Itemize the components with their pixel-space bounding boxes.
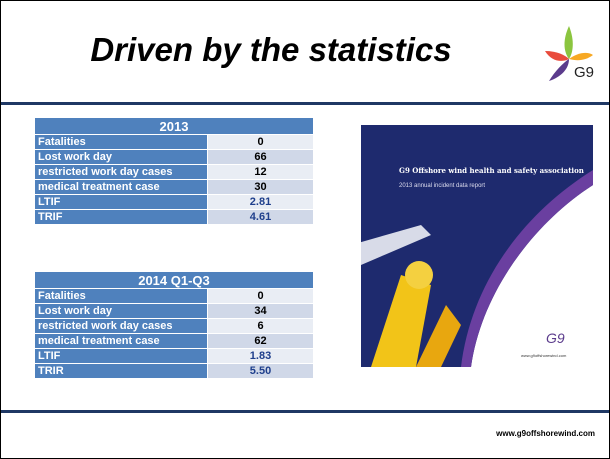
- row-value: 2.81: [208, 195, 314, 210]
- header-row: 2014 Q1-Q3: [35, 272, 314, 289]
- row-value: 30: [208, 180, 314, 195]
- svg-text:G9 Offshore wind health and sa: G9 Offshore wind health and safety assoc…: [399, 166, 584, 175]
- report-logo: G9: [546, 330, 565, 346]
- logo: G9: [541, 21, 601, 91]
- row-label: Fatalities: [35, 135, 208, 150]
- row-value: 34: [208, 304, 314, 319]
- report-url: www.g9offshorewind.com: [521, 353, 567, 358]
- row-label: medical treatment case: [35, 334, 208, 349]
- row-label: Lost work day: [35, 150, 208, 165]
- row-label: Lost work day: [35, 304, 208, 319]
- row-label: LTIF: [35, 349, 208, 364]
- row-value: 12: [208, 165, 314, 180]
- footer-rule: [1, 410, 609, 413]
- row-label: TRIF: [35, 210, 208, 225]
- row-label: TRIR: [35, 364, 208, 379]
- row-label: Fatalities: [35, 289, 208, 304]
- row-value: 5.50: [208, 364, 314, 379]
- header-rule: [1, 102, 609, 105]
- row-value: 4.61: [208, 210, 314, 225]
- slide-title: Driven by the statistics: [1, 31, 541, 69]
- row-label: LTIF: [35, 195, 208, 210]
- table-title: 2013: [35, 118, 314, 135]
- logo-text: G9: [574, 64, 594, 81]
- row-label: restricted work day cases: [35, 319, 208, 334]
- report-cover: G9 Offshore wind health and safety assoc…: [361, 125, 593, 367]
- row-label: medical treatment case: [35, 180, 208, 195]
- report-title: G9 Offshore wind health and safety assoc…: [399, 166, 584, 175]
- report-subtitle: 2013 annual incident data report: [399, 183, 485, 189]
- row-label: restricted work day cases: [35, 165, 208, 180]
- header-row: 2013: [35, 118, 314, 135]
- row-value: 6: [208, 319, 314, 334]
- row-value: 66: [208, 150, 314, 165]
- row-value: 1.83: [208, 349, 314, 364]
- row-value: 62: [208, 334, 314, 349]
- row-value: 0: [208, 135, 314, 150]
- row-value: 0: [208, 289, 314, 304]
- table-title: 2014 Q1-Q3: [35, 272, 314, 289]
- slide: Driven by the statistics G9 2013Fataliti…: [0, 0, 610, 459]
- footer-url: www.g9offshorewind.com: [496, 429, 595, 438]
